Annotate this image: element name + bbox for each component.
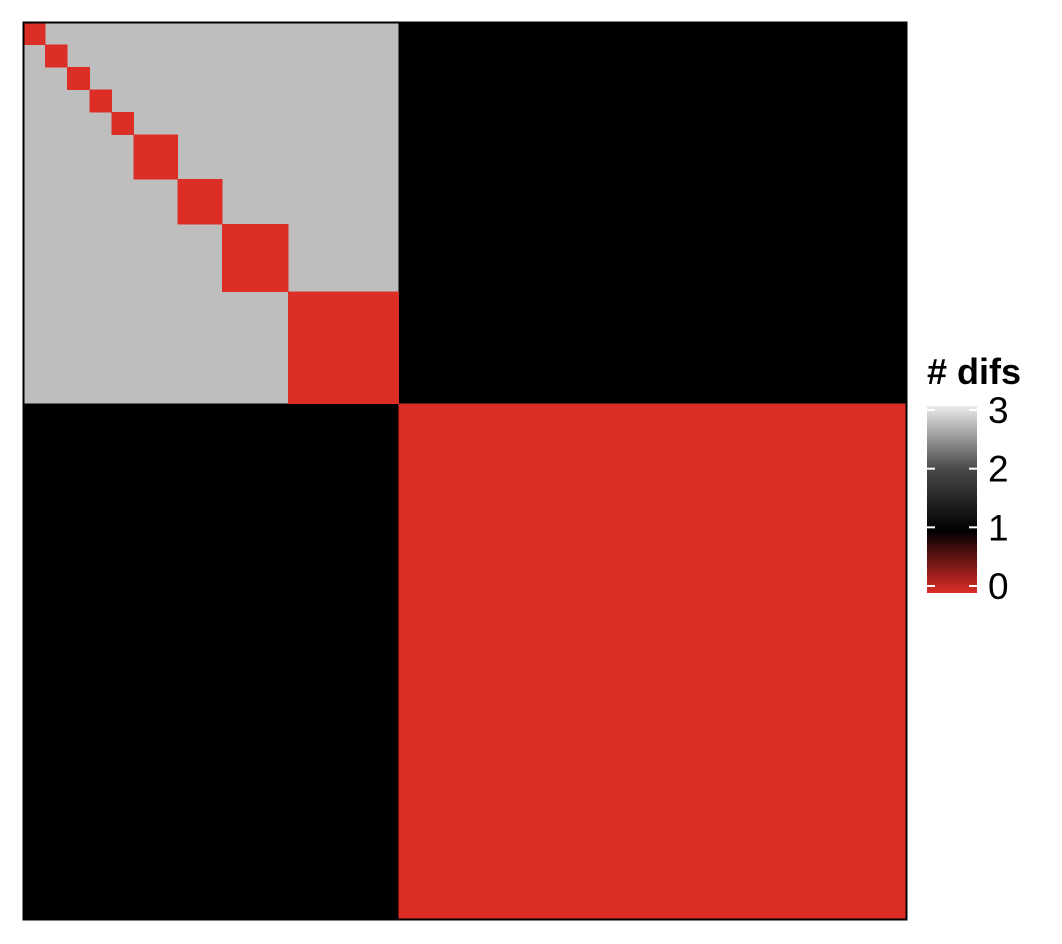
legend-tick-label: 2 (988, 449, 1009, 490)
heatmap-block-upper-right (398, 22, 908, 405)
heatmap-cell-5 (111, 111, 134, 135)
heatmap-cell-7 (177, 179, 223, 225)
heatmap-cell-4 (89, 89, 112, 113)
heatmap-block-lower-left (23, 403, 400, 921)
heatmap-cell-2 (45, 44, 68, 68)
heatmap-cell-9 (288, 291, 400, 405)
legend-tick-label: 0 (988, 566, 1009, 607)
legend-ticks: 0 1 2 3 (927, 390, 1009, 607)
legend-title: # difs (927, 351, 1021, 392)
heatmap-cell-6 (133, 134, 179, 180)
heatmap-cell-10 (398, 403, 908, 921)
legend: # difs 0 1 2 3 (927, 351, 1021, 607)
heatmap-cell-8 (221, 224, 289, 292)
heatmap-cell-3 (67, 66, 90, 90)
heatmap-cells (23, 22, 908, 921)
legend-tick-label: 3 (988, 390, 1009, 431)
legend-tick-label: 1 (988, 507, 1009, 548)
heatmap-cell-1 (23, 22, 46, 45)
heatmap-border (22, 21, 908, 921)
legend-colorbar (927, 406, 977, 593)
